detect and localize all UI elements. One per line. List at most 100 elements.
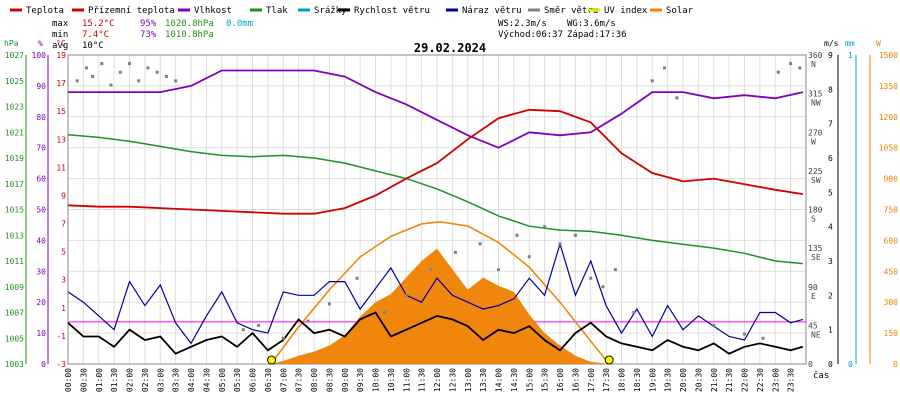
wind-direction-point	[573, 233, 577, 237]
ms-tick-label: 6	[828, 154, 833, 163]
hpa-tick-label: 1017	[5, 180, 24, 189]
x-tick-label: 09:00	[341, 368, 350, 392]
degc-tick-label: 11	[56, 163, 66, 172]
wind-direction-point	[743, 332, 746, 336]
wind-direction-point	[91, 75, 95, 78]
wind-direction-point	[663, 66, 666, 70]
degc-tick-label: 19	[56, 51, 66, 60]
stats-min-temp: 7.4°C	[82, 30, 109, 40]
w-tick-label: 1500	[879, 51, 898, 60]
wind-direction-point	[146, 66, 150, 70]
legend-label: Teplota	[26, 6, 64, 16]
x-tick-label: 19:30	[664, 368, 673, 392]
wind-direction-point	[164, 75, 168, 78]
wind-direction-point	[155, 70, 159, 74]
ms-axis-label: m/s	[824, 39, 839, 48]
ms-tick-label: 7	[828, 120, 833, 129]
dir-tick-label: W	[811, 137, 816, 146]
dir-tick-label: 180	[808, 206, 823, 215]
x-tick-label: 08:30	[325, 368, 334, 392]
wind-direction-point	[613, 268, 617, 272]
x-tick-label: 21:30	[725, 368, 734, 392]
x-tick-label: 22:30	[756, 368, 765, 392]
degc-tick-label: 9	[61, 191, 66, 200]
wind-direction-point	[589, 276, 593, 280]
pct-tick-label: 40	[36, 236, 46, 245]
ms-tick-label: 3	[828, 257, 833, 266]
dir-tick-label: E	[811, 292, 816, 301]
wind-direction-point	[453, 250, 457, 254]
hpa-tick-label: 1007	[5, 309, 24, 318]
solar-max-line	[270, 221, 610, 365]
legend-label: Srážky	[314, 6, 347, 16]
hpa-tick-label: 1025	[5, 77, 24, 86]
stats-max-temp: 15.2°C	[82, 19, 115, 29]
x-tick-label: 07:00	[279, 368, 288, 392]
wind-direction-point	[306, 319, 310, 323]
x-tick-label: 05:30	[233, 368, 242, 392]
wind-direction-point	[712, 323, 716, 327]
temperature-line	[67, 108, 804, 215]
x-tick-label: 02:00	[126, 368, 135, 392]
wind-direction-point	[100, 62, 104, 66]
stats-sunset: Západ:17:36	[567, 30, 627, 40]
x-tick-label: 16:30	[571, 368, 580, 392]
degc-tick-label: -1	[56, 332, 66, 341]
pct-tick-label: 50	[36, 206, 46, 215]
legend-label: UV index	[604, 6, 648, 16]
mm-axis-label: mm	[845, 39, 855, 48]
x-tick-label: 23:30	[787, 368, 796, 392]
stats-max-label: max	[52, 19, 69, 29]
dir-tick-label: 90	[808, 283, 818, 292]
pct-tick-label: 60	[36, 175, 46, 184]
legend-label: Solar	[666, 6, 694, 16]
degc-tick-label: 17	[56, 79, 66, 88]
mm-tick-label: 0	[848, 360, 853, 369]
w-tick-label: 1350	[879, 82, 898, 91]
degc-tick-label: 1	[61, 304, 66, 313]
mm-tick-label: 1	[848, 51, 853, 60]
legend-label: Směr větru	[544, 6, 598, 16]
x-tick-label: 12:00	[433, 368, 442, 392]
wind-direction-point	[798, 66, 802, 70]
degc-tick-label: 3	[61, 276, 66, 285]
x-tick-label: 10:30	[387, 368, 396, 392]
x-tick-label: 23:00	[771, 368, 780, 392]
pressure-line	[67, 134, 803, 265]
x-tick-label: 15:30	[541, 368, 550, 392]
wind-direction-point	[761, 336, 765, 340]
ms-tick-label: 9	[828, 51, 833, 60]
degc-axis-label: °C	[56, 39, 66, 48]
wind-direction-point	[515, 233, 519, 237]
legend-label: Přízemní teplota	[88, 6, 175, 16]
x-tick-label: 01:00	[95, 368, 104, 392]
stats-min-hum: 73%	[140, 30, 157, 40]
dir-tick-label: NW	[811, 99, 821, 108]
x-tick-label: 08:00	[310, 368, 319, 392]
stats-avg-temp: 10°C	[82, 41, 104, 51]
legend-label: Tlak	[266, 6, 288, 16]
pct-tick-label: 80	[36, 113, 46, 122]
pct-tick-label: 0	[41, 360, 46, 369]
wind-direction-series	[75, 62, 802, 340]
dir-tick-label: 0	[808, 360, 813, 369]
w-tick-label: 750	[884, 206, 899, 215]
x-tick-label: 04:30	[202, 368, 211, 392]
x-tick-label: 03:00	[156, 368, 165, 392]
wind-direction-point	[675, 96, 679, 100]
wind-direction-point	[650, 79, 654, 83]
x-tick-label: 16:00	[556, 368, 565, 392]
pct-tick-label: 90	[36, 82, 46, 91]
wind-direction-point	[85, 66, 88, 70]
pct-tick-label: 10	[36, 329, 46, 338]
hpa-axis-label: hPa	[4, 39, 19, 48]
x-tick-label: 14:30	[510, 368, 519, 392]
hpa-tick-label: 1005	[5, 334, 24, 343]
ms-tick-label: 5	[828, 188, 833, 197]
x-tick-label: 03:30	[172, 368, 181, 392]
pct-tick-label: 20	[36, 298, 46, 307]
wind-direction-point	[174, 79, 178, 83]
hpa-tick-label: 1013	[5, 231, 24, 240]
wind-direction-point	[558, 242, 562, 246]
solar-area	[270, 248, 610, 364]
